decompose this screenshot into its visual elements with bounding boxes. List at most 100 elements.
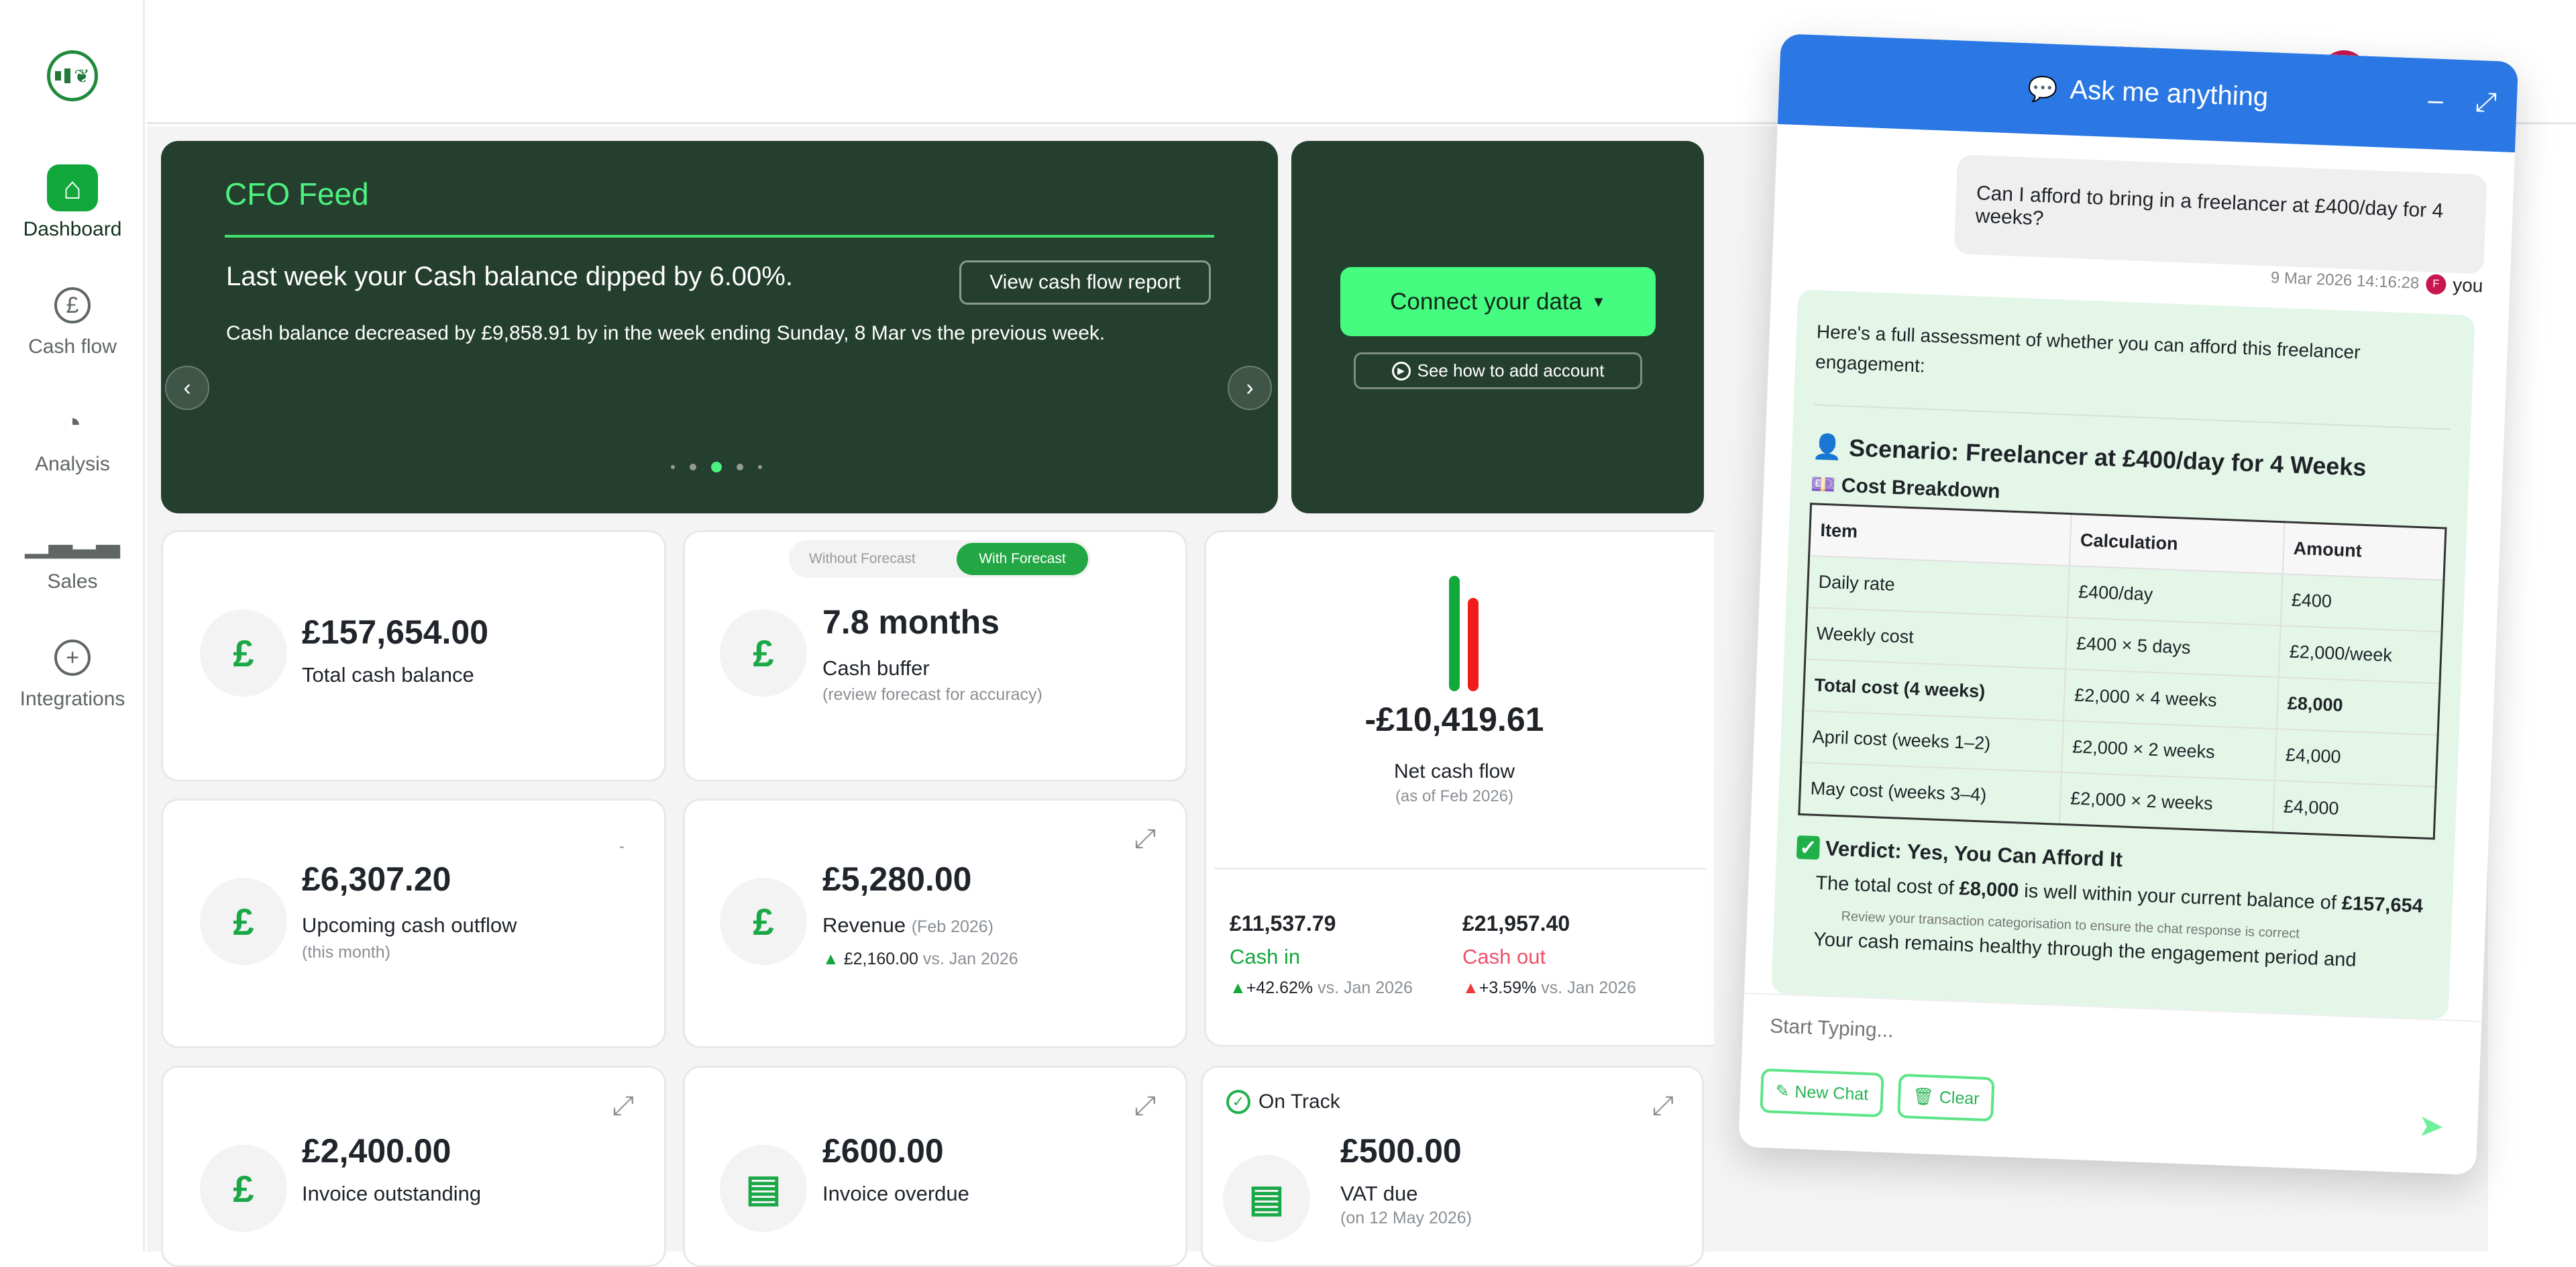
minimize-icon[interactable]: –: [2427, 85, 2444, 115]
button-label: New Chat: [1794, 1082, 1869, 1104]
card-period: (Feb 2026): [911, 917, 994, 936]
cash-buffer-card[interactable]: Without Forecast With Forecast £ 7.8 mon…: [683, 530, 1187, 782]
sidebar-item-dashboard[interactable]: ⌂ Dashboard: [0, 164, 145, 241]
feed-title: CFO Feed: [225, 176, 369, 211]
up-triangle-icon: ▲: [1462, 978, 1479, 997]
view-cash-flow-report-button[interactable]: View cash flow report: [959, 260, 1211, 305]
revenue-change: £2,160.00: [843, 950, 918, 968]
user-message: Can I afford to bring in a freelancer at…: [1953, 154, 2487, 274]
up-triangle-icon: ▲: [822, 950, 839, 968]
bar-chart-icon: ▁▃▂▃: [25, 523, 120, 558]
cash-in-change: +42.62%: [1246, 978, 1313, 997]
app-logo[interactable]: ❦: [47, 50, 98, 101]
net-cash-flow-card[interactable]: -£10,419.61 Net cash flow (as of Feb 202…: [1204, 530, 1714, 1047]
pie-chart-icon: ◔: [63, 405, 82, 440]
expand-icon[interactable]: ⤢: [1652, 1091, 1674, 1121]
card-sub: (as of Feb 2026): [1395, 787, 1514, 805]
invoice-clock-icon: ▤: [720, 1145, 807, 1232]
edit-icon: ✎: [1774, 1081, 1790, 1101]
connect-panel: Connect your data ▼ ▶ See how to add accou…: [1291, 141, 1704, 513]
comparison: vs. Jan 2026: [1541, 978, 1636, 997]
verdict-text: The total cost of: [1815, 872, 1960, 899]
new-chat-button[interactable]: ✎ New Chat: [1760, 1068, 1884, 1117]
nav-label: Cash flow: [28, 336, 117, 358]
plus-circle-icon: +: [54, 640, 91, 676]
cash-in-label: Cash in: [1230, 945, 1301, 968]
scenario-heading: Scenario: Freelancer at £400/day for 4 W…: [1848, 433, 2367, 481]
sidebar-item-cash-flow[interactable]: £ Cash flow: [0, 282, 145, 358]
expand-icon[interactable]: ⤢: [2475, 87, 2498, 118]
sidebar-item-analysis[interactable]: ◔ Analysis: [0, 399, 145, 476]
sidebar: ❦ ⌂ Dashboard £ Cash flow ◔ Analysis ▁▃▂▃ Sa…: [0, 0, 145, 1252]
next-arrow-button[interactable]: ›: [1228, 366, 1272, 410]
previous-arrow-button[interactable]: ‹: [165, 366, 209, 410]
cash-out-bar: [1468, 598, 1479, 691]
send-icon[interactable]: ➤: [2417, 1107, 2445, 1144]
card-label: Cash buffer: [822, 656, 930, 680]
sidebar-item-sales[interactable]: ▁▃▂▃ Sales: [0, 517, 145, 593]
comparison: vs. Jan 2026: [1318, 978, 1413, 997]
verdict-heading: Verdict: Yes, You Can Afford It: [1825, 836, 2123, 872]
feed-detail: Cash balance decreased by £9,858.91 by i…: [226, 322, 1106, 344]
cell: April cost (weeks 1–2): [1801, 710, 2063, 772]
play-circle-icon: ▶: [1391, 361, 1411, 381]
carousel-dot[interactable]: [737, 464, 743, 470]
card-value: £157,654.00: [302, 613, 489, 651]
sidebar-item-integrations[interactable]: + Integrations: [0, 634, 145, 711]
revenue-card[interactable]: ⤢ £ £5,280.00 Revenue (Feb 2026) ▲ £2,16…: [683, 799, 1187, 1048]
nav-label: Integrations: [19, 688, 125, 710]
card-label: Invoice outstanding: [302, 1182, 482, 1205]
card-sub: (this month): [302, 943, 390, 962]
forecast-toggle: Without Forecast With Forecast: [789, 540, 1091, 578]
expand-icon[interactable]: ⤢: [612, 1091, 634, 1121]
cell: £4,000: [2272, 780, 2436, 839]
cash-out-value: £21,957.40: [1462, 911, 1570, 935]
card-value: £500.00: [1340, 1132, 1462, 1170]
column-header: Amount: [2282, 521, 2446, 580]
carousel-dot-active[interactable]: [711, 462, 722, 472]
divider: [1214, 868, 1707, 870]
card-value: £2,400.00: [302, 1132, 451, 1170]
connect-your-data-button[interactable]: Connect your data ▼: [1340, 267, 1656, 336]
toggle-without-forecast[interactable]: Without Forecast: [809, 551, 916, 566]
check-circle-icon: ✓: [1226, 1090, 1250, 1114]
carousel-dot[interactable]: [758, 465, 762, 469]
chat-input[interactable]: [1769, 1015, 2374, 1061]
pound-circle-icon: £: [54, 287, 91, 323]
cash-out-label: Cash out: [1462, 945, 1546, 968]
carousel-dot[interactable]: [671, 465, 675, 469]
invoice-outstanding-card[interactable]: ⤢ £ £2,400.00 Invoice outstanding: [161, 1066, 666, 1267]
toggle-with-forecast[interactable]: With Forecast: [957, 543, 1088, 575]
cell: £2,000 × 2 weeks: [2061, 720, 2277, 780]
minimize-icon[interactable]: -: [619, 838, 625, 856]
card-value: £6,307.20: [302, 860, 451, 898]
message-timestamp: 9 Mar 2026 14:16:28: [2270, 268, 2420, 293]
cash-register-icon: £: [720, 878, 807, 965]
expand-icon[interactable]: ⤢: [1134, 1091, 1156, 1121]
feed-divider: [225, 235, 1214, 238]
card-value: 7.8 months: [822, 603, 1000, 641]
cell: Total cost (4 weeks): [1803, 658, 2065, 721]
pound-down-arrow-icon: £: [720, 609, 807, 697]
person-icon: 👤: [1811, 432, 1843, 461]
expand-icon[interactable]: ⤢: [1134, 824, 1156, 854]
total-cash-balance-card[interactable]: £ £157,654.00 Total cash balance: [161, 530, 666, 782]
card-label: Upcoming cash outflow: [302, 913, 517, 937]
sender-label: you: [2452, 274, 2483, 297]
upcoming-cash-outflow-card[interactable]: - £ £6,307.20 Upcoming cash outflow (thi…: [161, 799, 666, 1048]
invoice-overdue-card[interactable]: ⤢ ▤ £600.00 Invoice overdue: [683, 1066, 1187, 1267]
card-value: £600.00: [822, 1132, 944, 1170]
chat-bubbles-icon: 💬: [2027, 74, 2059, 103]
button-label: Clear: [1939, 1087, 1980, 1109]
verdict-balance: £157,654: [2341, 892, 2424, 917]
clear-button[interactable]: 🗑 Clear: [1896, 1073, 1995, 1122]
check-box-icon: ✓: [1796, 835, 1821, 860]
see-how-to-add-account-button[interactable]: ▶ See how to add account: [1354, 352, 1642, 389]
feed-headline: Last week your Cash balance dipped by 6.…: [226, 262, 793, 291]
up-triangle-icon: ▲: [1230, 978, 1246, 997]
cell: Weekly cost: [1805, 607, 2068, 669]
carousel-dot[interactable]: [690, 464, 696, 470]
cost-table: Item Calculation Amount Daily rate £400/day…: [1798, 502, 2447, 840]
invoice-clock-icon: ▤: [1223, 1155, 1310, 1242]
vat-due-card[interactable]: ✓ On Track ⤢ ▤ £500.00 VAT due (on 12 May…: [1201, 1066, 1704, 1267]
